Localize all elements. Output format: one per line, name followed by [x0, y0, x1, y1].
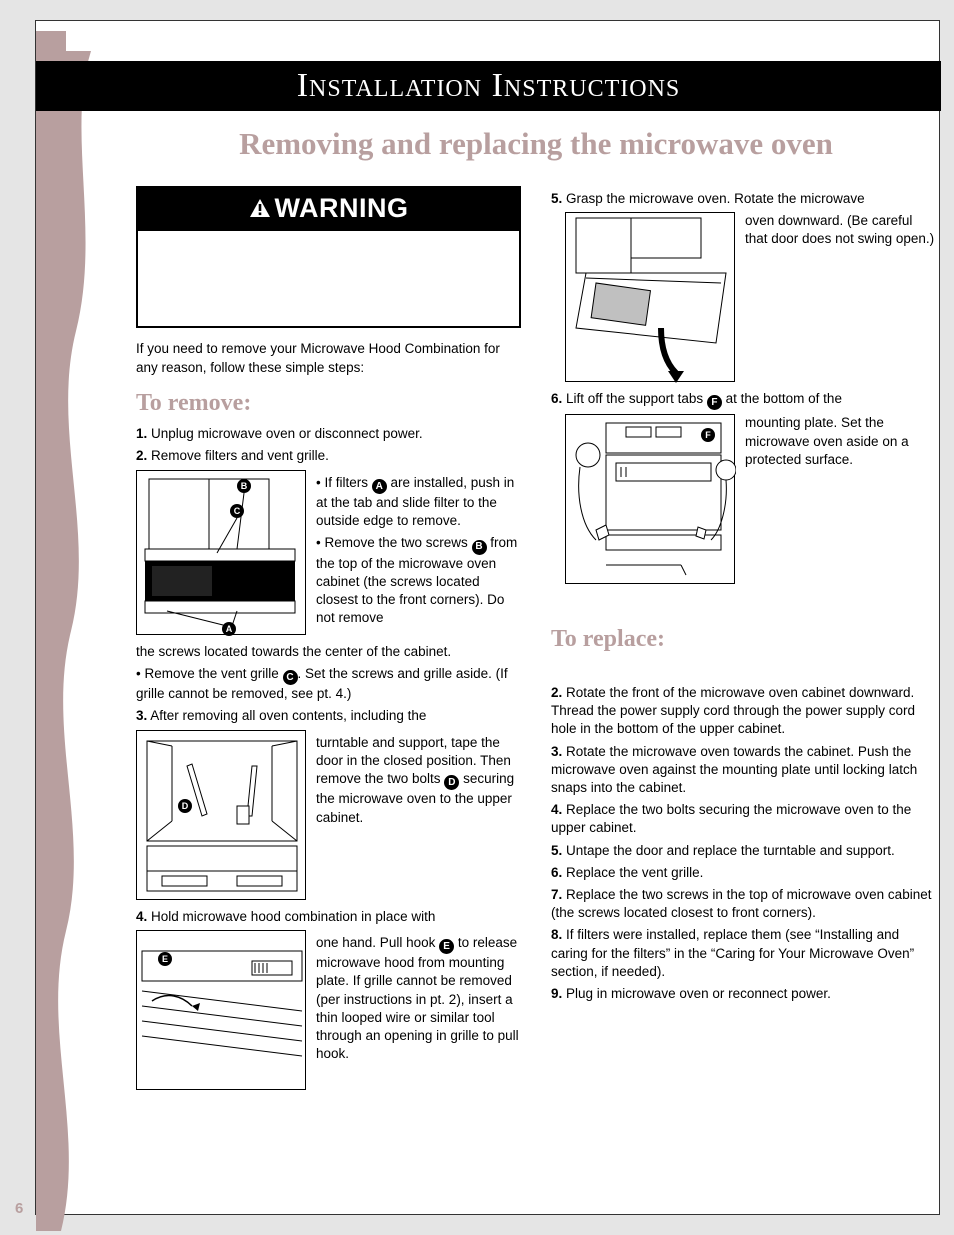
replace-step-8: 8. If filters were installed, replace th…	[551, 926, 936, 981]
content-columns: WARNING If you need to remove your Micro…	[136, 186, 936, 1098]
step-text: Replace the vent grille.	[566, 865, 703, 880]
section-title: Removing and replacing the microwave ove…	[136, 126, 936, 162]
step-text: Remove filters and vent grille.	[151, 448, 329, 463]
step-text: Plug in microwave oven or reconnect powe…	[566, 986, 831, 1001]
figure-row-6: F mounting plate	[551, 414, 936, 584]
svg-text:F: F	[705, 430, 711, 440]
svg-text:C: C	[234, 506, 241, 516]
svg-text:E: E	[162, 954, 168, 964]
text: • Remove the two screws	[316, 535, 472, 550]
figure-hook: E	[136, 930, 306, 1090]
step-text: Replace the two screws in the top of mic…	[551, 887, 931, 920]
to-remove-title: To remove:	[136, 387, 521, 419]
step-text: Unplug microwave oven or disconnect powe…	[151, 426, 423, 441]
replace-step-9: 9. Plug in microwave oven or reconnect p…	[551, 985, 936, 1003]
replace-step-3: 3. Rotate the microwave oven towards the…	[551, 743, 936, 798]
remove-steps: 1. Unplug microwave oven or disconnect p…	[136, 425, 521, 465]
replace-step-2: 2. Rotate the front of the microwave ove…	[551, 684, 936, 739]
figure-filters: A B C	[136, 470, 306, 635]
svg-text:B: B	[241, 481, 248, 491]
remove-step-2: 2. Remove filters and vent grille.	[136, 447, 521, 465]
step-text: Replace the two bolts securing the micro…	[551, 802, 911, 835]
step-text: Grasp the microwave oven. Rotate the mic…	[566, 191, 865, 206]
replace-step-6: 6. Replace the vent grille.	[551, 864, 936, 882]
right-column: 5. Grasp the microwave oven. Rotate the …	[551, 186, 936, 1098]
ref-D: D	[444, 775, 459, 790]
warning-label: WARNING	[275, 193, 409, 223]
step-text: Hold microwave hood combination in place…	[151, 909, 435, 924]
ref-E: E	[439, 939, 454, 954]
replace-steps: 2. Rotate the front of the microwave ove…	[551, 662, 936, 1004]
replace-step-4: 4. Replace the two bolts securing the mi…	[551, 801, 936, 837]
replace-step-5: 5. Untape the door and replace the turnt…	[551, 842, 936, 860]
to-replace-title: To replace:	[551, 623, 936, 655]
sidebar-wave	[36, 51, 106, 1231]
text: Lift off the support tabs	[566, 391, 707, 406]
text: one hand. Pull hook	[316, 935, 439, 950]
step-text: If filters were installed, replace them …	[551, 927, 914, 978]
step-text: Rotate the microwave oven towards the ca…	[551, 744, 917, 795]
warning-header: WARNING	[138, 188, 519, 231]
ref-F: F	[707, 395, 722, 410]
ref-C: C	[283, 670, 298, 685]
figure-bolts: D	[136, 730, 306, 900]
banner-title: Installation Instructions	[297, 67, 681, 105]
figure-row-4: E one hand. Pull hook E to release micro…	[136, 930, 521, 1090]
ref-B: B	[472, 540, 487, 555]
page: Installation Instructions Removing and r…	[35, 20, 940, 1215]
warning-box: WARNING	[136, 186, 521, 328]
svg-text:A: A	[226, 624, 233, 634]
figure-5-text: oven downward. (Be careful that door doe…	[745, 212, 936, 382]
intro-text: If you need to remove your Microwave Hoo…	[136, 340, 521, 376]
svg-text:D: D	[182, 801, 189, 811]
s2c: • Remove the vent grille C. Set the scre…	[136, 665, 521, 703]
side-tab	[36, 31, 66, 51]
figure-row-5: oven downward. (Be careful that door doe…	[551, 212, 936, 382]
step-text: After removing all oven contents, includ…	[150, 708, 426, 723]
figure-6-text: mounting plate. Set the microwave oven a…	[745, 414, 936, 584]
replace-step-1-blank	[551, 662, 936, 680]
remove-step-4: 4. Hold microwave hood combination in pl…	[136, 908, 521, 926]
text: • If filters	[316, 475, 372, 490]
remove-step-6: 6. Lift off the support tabs F at the bo…	[551, 390, 936, 410]
figure-row-3: D turntable and support, tape the door i…	[136, 730, 521, 900]
text: • Remove the vent grille	[136, 666, 283, 681]
figure-2-text: • If filters A are installed, push in at…	[316, 470, 521, 635]
figure-3-text: turntable and support, tape the door in …	[316, 730, 521, 900]
text: at the bottom of the	[722, 391, 842, 406]
remove-step-3: 3. After removing all oven contents, inc…	[136, 707, 521, 725]
warning-body	[138, 231, 519, 326]
text: to release microwave hood from mounting …	[316, 935, 519, 1061]
figure-row-2: A B C • If filters A are installed, push…	[136, 470, 521, 635]
remove-step-1: 1. Unplug microwave oven or disconnect p…	[136, 425, 521, 443]
page-number: 6	[15, 1200, 23, 1217]
figure-lift: F	[565, 414, 735, 584]
step-text: Rotate the front of the microwave oven c…	[551, 685, 915, 736]
figure-4-text: one hand. Pull hook E to release microwa…	[316, 930, 521, 1090]
remove-step-5: 5. Grasp the microwave oven. Rotate the …	[551, 190, 936, 208]
warning-icon	[249, 191, 271, 227]
figure-rotate	[565, 212, 735, 382]
s2b-tail: the screws located towards the center of…	[136, 643, 521, 661]
replace-step-7: 7. Replace the two screws in the top of …	[551, 886, 936, 922]
step-text: Untape the door and replace the turntabl…	[566, 843, 895, 858]
banner: Installation Instructions	[36, 61, 941, 111]
ref-A: A	[372, 479, 387, 494]
left-column: WARNING If you need to remove your Micro…	[136, 186, 521, 1098]
